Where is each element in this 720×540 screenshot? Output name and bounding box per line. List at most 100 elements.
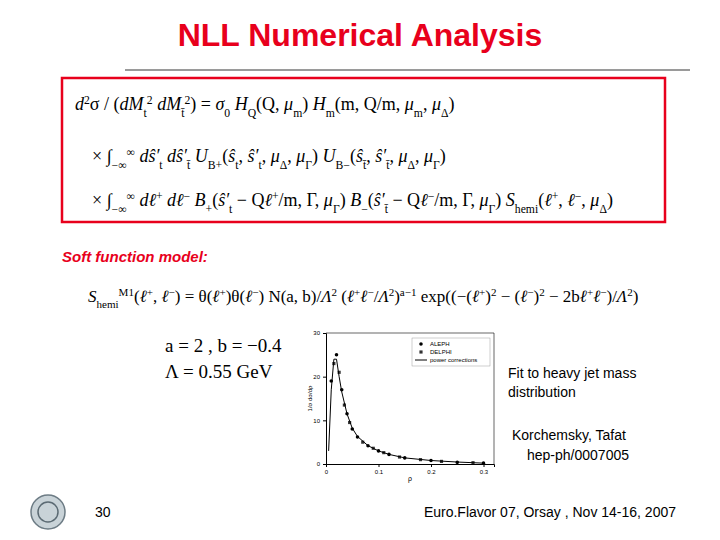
formula-symbol: ℓ <box>360 287 367 306</box>
x-tick: 0.1 <box>375 464 384 475</box>
legend-swatch <box>419 342 423 346</box>
formula-text: a = 2 , b = −0.4 <box>165 335 282 356</box>
formula-text: , <box>581 190 590 210</box>
formula-text: , <box>389 146 398 166</box>
formula-text: (Q, <box>256 94 284 115</box>
caption: Fit to heavy jet mass <box>508 365 636 381</box>
x-tick: 0.2 <box>427 464 436 475</box>
formula-symbol: Λ <box>376 287 389 306</box>
formula-symbol: ℓ <box>140 287 147 306</box>
y-axis: 0102030 <box>313 330 326 467</box>
formula-text: ) = <box>190 94 215 115</box>
formula-symbol: B <box>350 190 361 210</box>
chart: 00.10.20.30102030ρ1/σ dσ/dρALEPHDELPHIpo… <box>307 330 495 483</box>
formula-sup: ∞ <box>127 190 135 203</box>
y-tick: 10 <box>313 418 326 424</box>
formula-text: σ / ( <box>90 94 120 115</box>
reference: Korchemsky, Tafat <box>512 427 626 443</box>
formula-text: (m, Q/m, <box>335 94 405 115</box>
formula-symbol: μ <box>404 94 414 114</box>
formula-symbol: ℓ <box>520 287 527 306</box>
legend-box <box>412 338 490 366</box>
formula-text: , <box>366 146 375 166</box>
formula-text: /m, Γ, <box>434 190 479 210</box>
formula-text: /m, Γ, <box>279 190 324 210</box>
formula-sup: a−1 <box>400 286 417 298</box>
y-axis-title: 1/σ dσ/dρ <box>307 385 313 411</box>
x-tick-label: 0 <box>325 469 329 475</box>
formula-symbol: U <box>195 146 209 166</box>
formula-text: , <box>238 146 247 166</box>
y-tick-mark <box>323 464 326 465</box>
x-axis-title: ρ <box>408 475 412 483</box>
formula-sub: −∞ <box>112 203 127 216</box>
legend-label: ALEPH <box>430 341 450 347</box>
x-tick: 0 <box>325 464 329 475</box>
plot-marks <box>329 353 486 464</box>
formula-text: ) <box>495 190 506 211</box>
formula-text: ) <box>302 94 313 115</box>
legend-label: DELPHI <box>430 349 452 355</box>
data-point <box>335 353 339 357</box>
y-tick-label: 30 <box>313 330 320 336</box>
formula-symbol: ℓ <box>161 287 168 306</box>
x-axis-line <box>327 465 495 468</box>
title-rule <box>125 69 690 71</box>
formula-symbol: dℓ <box>167 190 184 210</box>
formula-text: ) = θ( <box>175 287 213 306</box>
equation-line: d2σ / (dMt2 dMt̄2) = σ0 HQ(Q, μm) Hm(m, … <box>75 94 455 120</box>
formula-text: ) <box>340 190 351 211</box>
reference: hep-ph/0007005 <box>527 447 629 463</box>
formula-text: , <box>415 146 424 166</box>
formula-symbol: dŝ′ <box>167 146 188 166</box>
equation-line: × ∫−∞∞ dℓ+ dℓ− B+(ŝ′t − Qℓ+/m, Γ, μΓ) B−… <box>92 190 613 216</box>
formula-text: ) <box>607 190 613 211</box>
x-axis: 00.10.20.3 <box>325 464 495 475</box>
formula-text: , <box>287 146 296 166</box>
formula-symbol: μ <box>295 146 305 166</box>
formula-symbol: Λ <box>319 287 332 306</box>
formula-sub: B+ <box>208 159 223 172</box>
caption: distribution <box>508 384 576 400</box>
formula-sup: M1 <box>119 286 134 298</box>
slide: NLL Numerical Analysisd2σ / (dMt2 dMt̄2)… <box>0 0 720 540</box>
plot-background <box>326 333 494 464</box>
section-label: Soft function model: <box>62 248 208 265</box>
formula-symbol: Λ <box>615 287 628 306</box>
logo-disc <box>31 495 65 529</box>
y-tick: 0 <box>317 461 326 467</box>
formula-symbol: ℓ <box>580 287 587 306</box>
formula-symbol: μ <box>397 146 407 166</box>
y-axis-line <box>323 334 327 465</box>
formula-symbol: ℓ <box>472 287 479 306</box>
formula-symbol: ℓ <box>245 287 252 306</box>
legend-swatch <box>419 350 422 353</box>
legend-swatch <box>415 360 427 361</box>
formula-text: exp((−( <box>417 287 473 306</box>
formula-symbol: ℓ <box>212 287 219 306</box>
formula-text: − ( <box>496 287 520 306</box>
formula-text: − Q <box>232 190 264 210</box>
formula-symbol: μ <box>423 146 433 166</box>
logo-ring <box>38 502 58 522</box>
formula-text: − Q <box>388 190 420 210</box>
formula-text: )θ( <box>226 287 246 306</box>
formula-sub: t̄ <box>181 107 185 120</box>
formula-symbol: μ <box>283 94 293 114</box>
formula-symbol: dŝ′ <box>139 146 160 166</box>
y-tick-label: 0 <box>317 461 321 467</box>
y-tick-label: 10 <box>313 418 320 424</box>
formula-symbol: H <box>234 94 249 114</box>
plot-frame <box>326 333 494 464</box>
x-tick-mark <box>484 464 485 467</box>
parameter-line: a = 2 , b = −0.4 <box>165 335 282 356</box>
formula-text: × <box>92 190 107 210</box>
legend-label: power corrections <box>430 357 477 363</box>
formula-text: , <box>423 94 432 114</box>
formula-text: , <box>558 190 567 210</box>
formula-symbol: B <box>195 190 206 210</box>
formula-text: ( <box>337 287 347 306</box>
formula-text: ) <box>312 146 323 167</box>
formula-symbol: μ <box>323 190 333 210</box>
formula-symbol: H <box>312 94 327 114</box>
